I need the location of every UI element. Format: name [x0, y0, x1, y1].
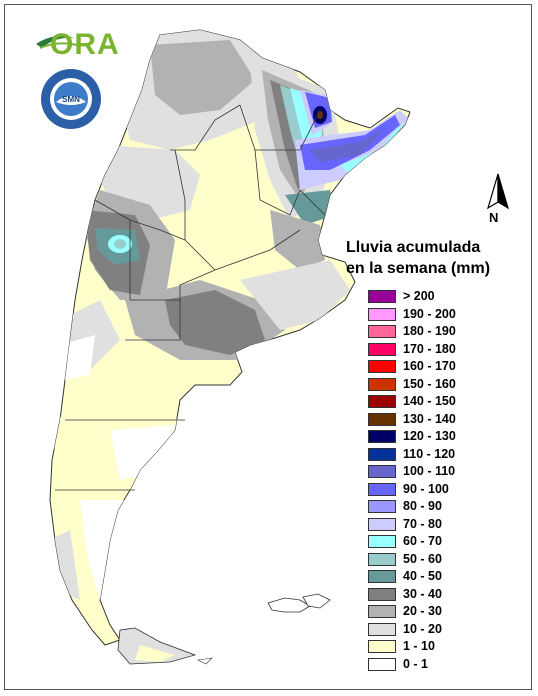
- north-label: N: [489, 210, 499, 225]
- rain-zone-60-70-corrientes: [340, 122, 405, 175]
- north-arrow-icon: [486, 173, 510, 210]
- rain-zone-0-1-patagonia-north: [110, 425, 175, 480]
- legend-label: 1 - 10: [403, 639, 435, 653]
- legend-swatch: [368, 622, 396, 636]
- ora-logo-text: ORA: [50, 28, 120, 61]
- legend-item: 90 - 100: [368, 481, 518, 499]
- legend-swatch: [368, 290, 396, 303]
- tierra-del-fuego-dry: [135, 645, 175, 662]
- legend-label: 70 - 80: [403, 516, 442, 531]
- legend-label: 140 - 150: [403, 394, 456, 408]
- legend-title-line1: Lluvia acumulada: [346, 239, 481, 256]
- legend-item: 100 - 110: [368, 463, 518, 481]
- legend-title: Lluvia acumulada en la semana (mm): [346, 237, 526, 279]
- malvinas-islands: [267, 593, 331, 613]
- legend-label: 0 - 1: [403, 656, 429, 671]
- legend-title-line2: en la semana (mm): [346, 260, 491, 277]
- seal-center-text: SMN: [62, 95, 80, 104]
- legend-swatch: [368, 377, 396, 391]
- legend-label: 90 - 100: [403, 481, 449, 496]
- legend-swatch: [368, 307, 396, 321]
- legend-label: 170 - 180: [403, 341, 456, 356]
- legend-label: 100 - 110: [403, 464, 456, 478]
- legend-label: 130 - 140: [403, 411, 456, 426]
- legend-item: 80 - 90: [368, 498, 518, 516]
- legend-item: 70 - 80: [368, 516, 518, 534]
- legend-label: 160 - 170: [403, 359, 456, 373]
- legend-swatch: [368, 500, 396, 513]
- province-borders: [55, 104, 326, 491]
- legend-swatch: [368, 517, 396, 531]
- legend-swatch: [368, 657, 396, 671]
- legend-item: 10 - 20: [368, 621, 518, 639]
- legend-label: 10 - 20: [403, 621, 442, 636]
- legend-item: 170 - 180: [368, 341, 518, 359]
- legend-swatch: [368, 360, 396, 373]
- legend-item: 50 - 60: [368, 551, 518, 569]
- legend-label: 120 - 130: [403, 429, 456, 443]
- legend-swatch: [368, 535, 396, 548]
- legend-swatch: [368, 605, 396, 618]
- rain-zone-100-110-corrientes: [310, 128, 385, 162]
- legend-item: 110 - 120: [368, 446, 518, 464]
- smn-seal-icon: SMN: [41, 69, 101, 129]
- legend-item: 120 - 130: [368, 428, 518, 446]
- legend: > 200 190 - 200 180 - 190 170 - 180 160 - 17…: [368, 288, 518, 673]
- legend-label: 40 - 50: [403, 569, 442, 583]
- rain-zone-50-60-cuyo: [114, 239, 126, 249]
- legend-label: 60 - 70: [403, 534, 442, 548]
- legend-item: > 200: [368, 288, 518, 306]
- rain-zone-30-40-pampa: [165, 290, 265, 355]
- legend-swatch: [368, 465, 396, 478]
- legend-item: 150 - 160: [368, 376, 518, 394]
- legend-swatch: [368, 325, 396, 338]
- rain-zone-10-20-pampa: [240, 260, 350, 330]
- legend-swatch: [368, 430, 396, 443]
- legend-item: 30 - 40: [368, 586, 518, 604]
- legend-item: 140 - 150: [368, 393, 518, 411]
- legend-item: 190 - 200: [368, 306, 518, 324]
- legend-swatch: [368, 412, 396, 426]
- legend-item: 20 - 30: [368, 603, 518, 621]
- legend-label: > 200: [403, 289, 435, 303]
- legend-item: 40 - 50: [368, 568, 518, 586]
- isla-de-los-estados: [197, 657, 213, 665]
- legend-swatch: [368, 342, 396, 356]
- legend-swatch: [368, 640, 396, 653]
- rain-zone-20-30-coast: [305, 235, 321, 255]
- rain-zone-40-50-entrerios: [285, 190, 335, 225]
- legend-label: 30 - 40: [403, 586, 442, 601]
- legend-swatch: [368, 587, 396, 601]
- legend-swatch: [368, 482, 396, 496]
- rain-zone-0-1-andes: [60, 335, 95, 380]
- legend-swatch: [368, 552, 396, 566]
- legend-item: 160 - 170: [368, 358, 518, 376]
- rain-zone-10-20-cordillera: [50, 530, 80, 600]
- legend-label: 110 - 120: [403, 446, 456, 461]
- legend-item: 0 - 1: [368, 656, 518, 674]
- legend-label: 80 - 90: [403, 499, 442, 513]
- legend-label: 150 - 160: [403, 376, 456, 391]
- rain-zone-20-30-entrerios: [270, 210, 325, 270]
- legend-label: 180 - 190: [403, 324, 456, 338]
- legend-item: 130 - 140: [368, 411, 518, 429]
- legend-label: 190 - 200: [403, 306, 456, 321]
- legend-swatch: [368, 395, 396, 408]
- legend-label: 20 - 30: [403, 604, 442, 618]
- ora-logo-icon: [36, 36, 81, 49]
- legend-swatch: [368, 447, 396, 461]
- legend-item: 1 - 10: [368, 638, 518, 656]
- rain-zone-20-30-north: [150, 40, 255, 115]
- legend-item: 180 - 190: [368, 323, 518, 341]
- legend-swatch: [368, 570, 396, 583]
- legend-label: 50 - 60: [403, 551, 442, 566]
- legend-item: 60 - 70: [368, 533, 518, 551]
